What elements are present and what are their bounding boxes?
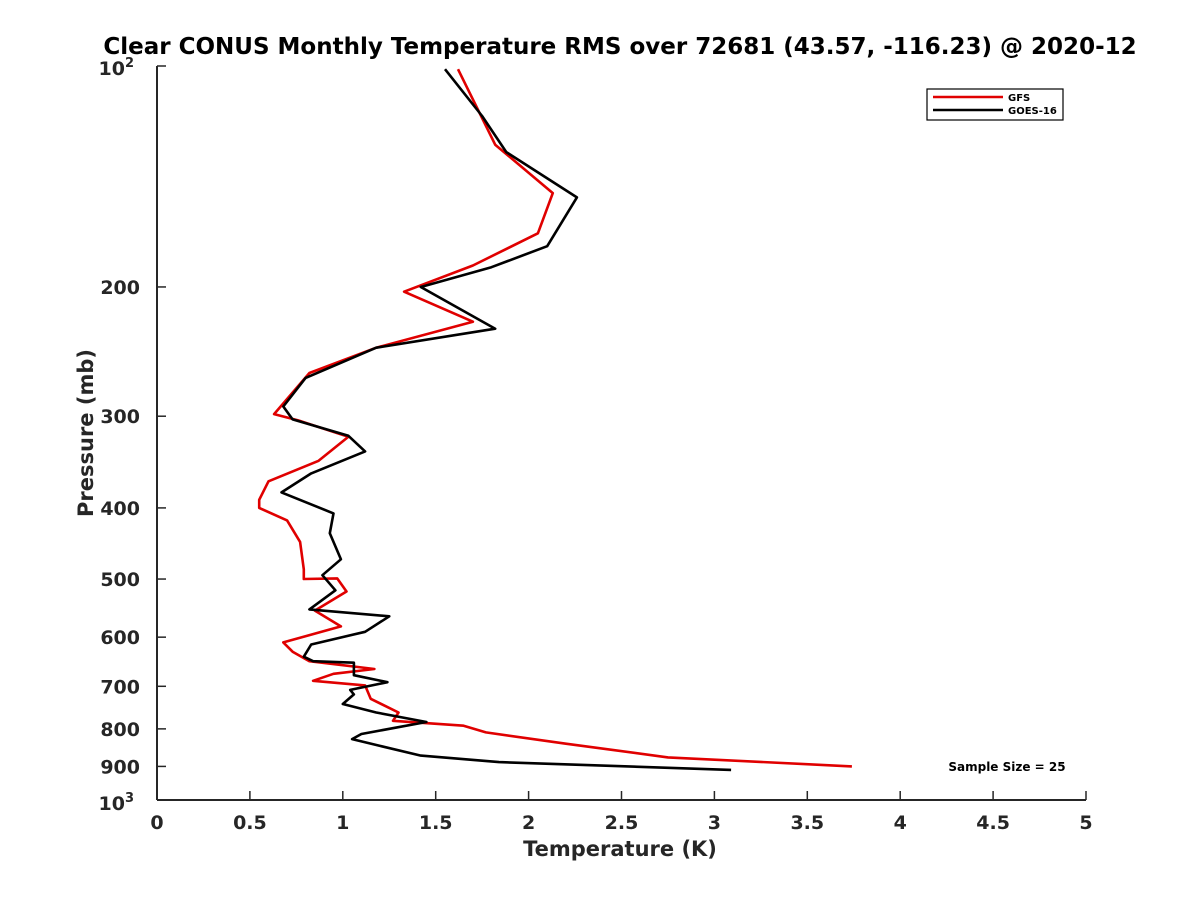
x-tick-label-1: 0.5 <box>233 812 267 834</box>
x-tick-label-6: 3 <box>708 812 721 834</box>
series-line-goes16 <box>280 68 732 772</box>
y-top-base: 10 <box>99 58 125 80</box>
y-tick-label-6: 800 <box>100 719 140 741</box>
legend-label-goes16: GOES-16 <box>1008 106 1057 117</box>
y-top-exp: 2 <box>125 56 134 71</box>
y-tick-label-1: 300 <box>100 406 140 428</box>
y-bottom-base: 10 <box>99 793 125 815</box>
legend-label-gfs: GFS <box>1008 93 1030 104</box>
y-tick-label-2: 400 <box>100 498 140 520</box>
x-tick-label-9: 4.5 <box>976 812 1010 834</box>
x-tick-label-5: 2.5 <box>605 812 639 834</box>
x-tick-label-7: 3.5 <box>790 812 824 834</box>
x-tick-label-3: 1.5 <box>419 812 453 834</box>
series-layer <box>257 68 852 772</box>
y-axis-label: Pressure (mb) <box>74 349 98 517</box>
y-tick-label-0: 200 <box>100 277 140 299</box>
series-line-gfs <box>257 68 852 768</box>
legend-box <box>926 88 1064 121</box>
x-tick-label-8: 4 <box>894 812 907 834</box>
x-axis-label: Temperature (K) <box>523 837 717 861</box>
x-tick-label-2: 1 <box>336 812 349 834</box>
chart-title: Clear CONUS Monthly Temperature RMS over… <box>103 34 1136 60</box>
y-bottom-exp: 3 <box>125 791 134 806</box>
y-tick-label-7: 900 <box>100 756 140 778</box>
x-tick-label-10: 5 <box>1079 812 1092 834</box>
sample-size-annotation: Sample Size = 25 <box>948 760 1065 774</box>
y-bottom-tick-label: 103 <box>99 791 135 815</box>
y-tick-label-3: 500 <box>100 569 140 591</box>
legend: GFS GOES-16 <box>926 88 1064 121</box>
x-tick-label-4: 2 <box>522 812 535 834</box>
y-tick-label-4: 600 <box>100 627 140 649</box>
y-top-tick-label: 102 <box>99 56 135 80</box>
y-tick-label-5: 700 <box>100 676 140 698</box>
x-tick-label-0: 0 <box>150 812 163 834</box>
x-axis-ticks: 0 0.5 1 1.5 2 2.5 3 3.5 4 4.5 5 <box>150 791 1093 834</box>
y-axis-ticks: 200 300 400 500 600 700 800 900 <box>100 65 166 801</box>
